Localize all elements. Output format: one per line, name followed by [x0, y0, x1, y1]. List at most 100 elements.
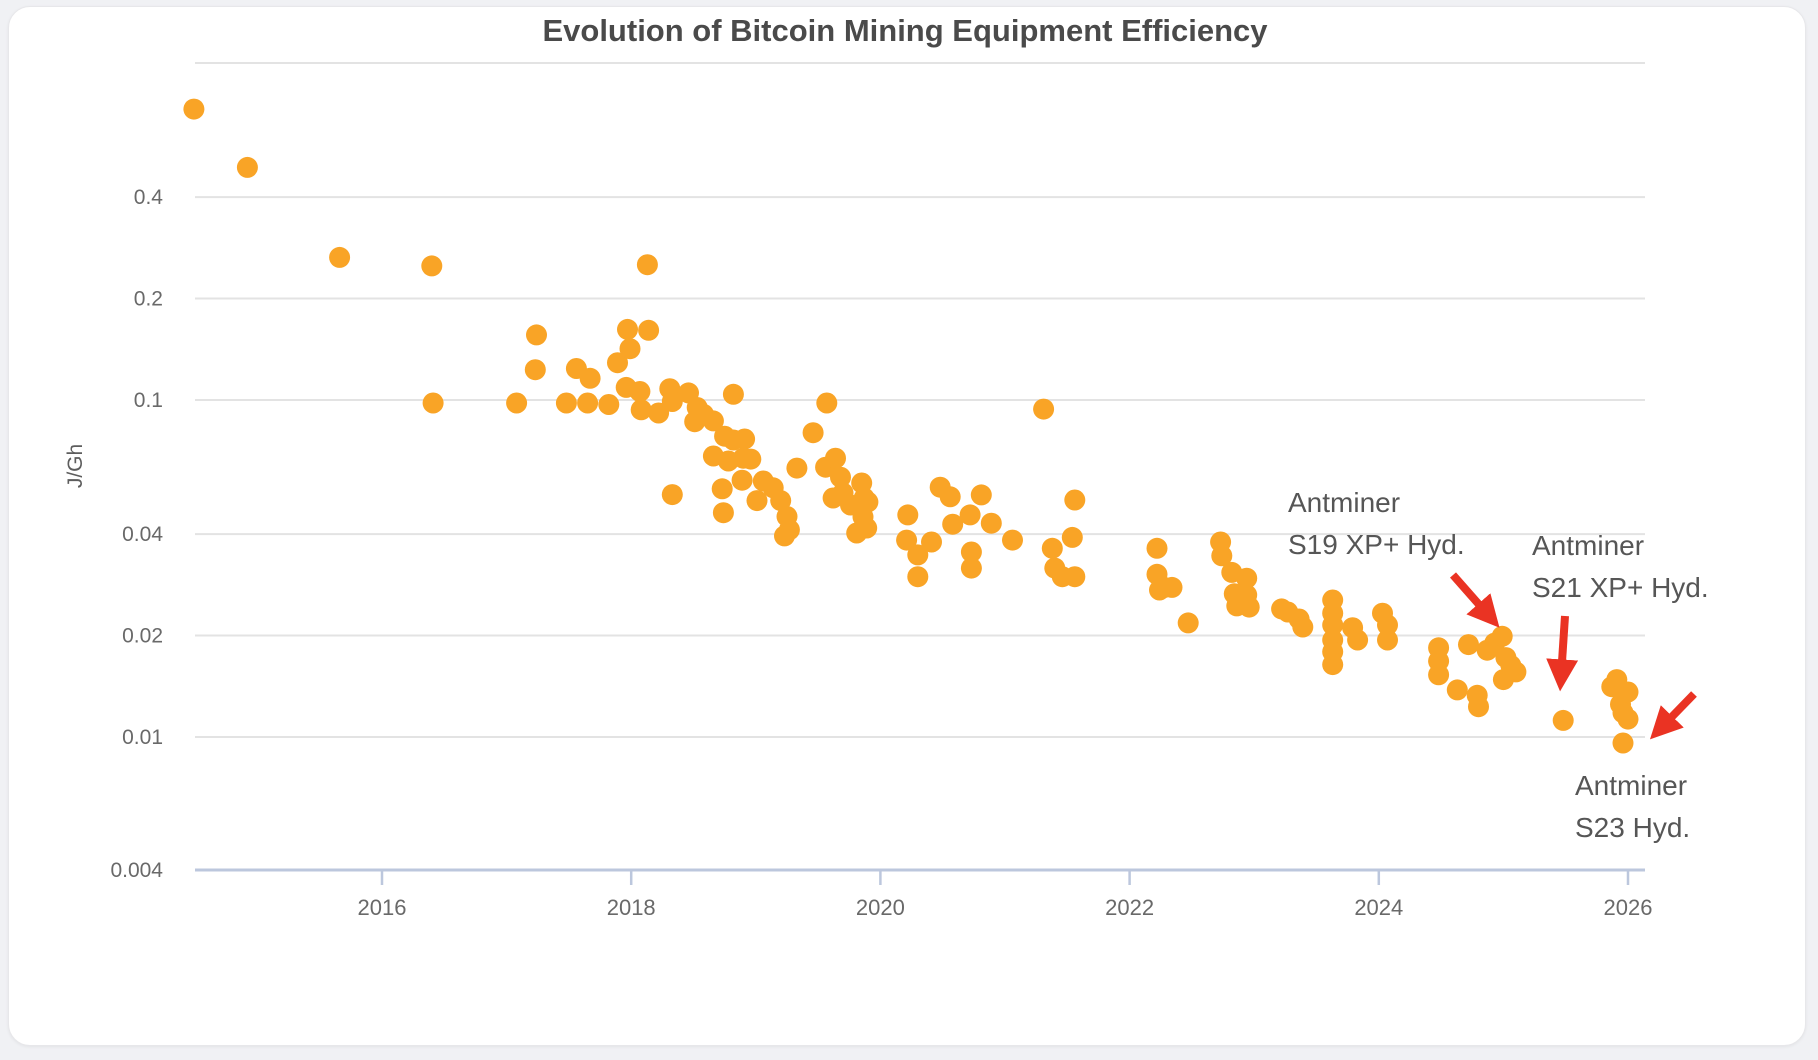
data-point — [329, 246, 351, 268]
data-point — [630, 399, 652, 421]
annotations-layer: Antminer S19 XP+ Hyd. Antminer S21 XP+ Hyd.… — [1288, 487, 1709, 843]
data-point — [629, 381, 651, 402]
data-point — [1236, 567, 1258, 589]
data-point — [422, 392, 444, 414]
data-point — [722, 383, 744, 405]
annotation-label: S21 XP+ Hyd. — [1532, 572, 1709, 603]
data-point — [1146, 537, 1168, 559]
data-point — [921, 531, 942, 553]
data-point — [1617, 681, 1639, 703]
data-point — [907, 566, 929, 588]
data-point — [638, 319, 660, 341]
data-point — [1347, 629, 1369, 651]
x-tick-label: 2026 — [1604, 895, 1653, 920]
data-point — [555, 392, 577, 414]
data-point — [939, 486, 961, 508]
data-point — [617, 318, 638, 340]
x-tick-label: 2018 — [607, 895, 656, 920]
data-point — [825, 447, 846, 469]
x-tick-label: 2024 — [1354, 895, 1403, 920]
data-point — [1322, 654, 1344, 676]
data-point — [1377, 614, 1398, 636]
data-point — [1292, 616, 1314, 638]
data-point — [959, 504, 981, 526]
data-point — [896, 529, 918, 551]
data-point — [1238, 596, 1260, 618]
y-tick-label: 0.2 — [134, 288, 163, 311]
data-point — [661, 391, 683, 412]
annotation-arrow — [1546, 615, 1579, 692]
y-tick-label: 0.1 — [134, 389, 163, 412]
data-point — [942, 513, 964, 535]
data-point — [1041, 537, 1063, 559]
data-point — [1161, 576, 1183, 598]
data-point — [1002, 529, 1023, 551]
data-point — [1552, 709, 1574, 731]
points-layer — [183, 98, 1639, 754]
data-point — [731, 469, 753, 491]
data-point — [577, 392, 599, 414]
data-point — [1033, 398, 1055, 420]
gridlines-layer — [195, 62, 1645, 738]
x-tick-label: 2020 — [856, 895, 905, 920]
x-tick-label: 2016 — [358, 895, 407, 920]
data-point — [1177, 612, 1199, 634]
y-tick-label: 0.02 — [122, 625, 163, 648]
data-point — [1064, 489, 1086, 511]
data-point — [183, 98, 205, 120]
data-point — [702, 410, 724, 432]
data-point — [1428, 664, 1450, 686]
data-point — [712, 502, 734, 524]
data-point — [802, 422, 824, 444]
data-point — [1322, 614, 1344, 636]
data-point — [236, 156, 258, 178]
y-axis-label: J/Gh — [64, 444, 87, 488]
y-tick-label: 0.004 — [110, 859, 163, 882]
data-point — [1211, 545, 1233, 567]
data-point — [598, 394, 620, 415]
data-point — [856, 517, 878, 539]
data-point — [661, 484, 683, 506]
data-point — [778, 519, 800, 541]
data-point — [1064, 566, 1086, 588]
data-point — [960, 541, 982, 563]
data-point — [970, 484, 992, 506]
chart-title: Evolution of Bitcoin Mining Equipment Ef… — [542, 13, 1268, 48]
annotation-label: S23 Hyd. — [1575, 812, 1690, 843]
data-point — [897, 504, 919, 526]
x-tick-label: 2022 — [1105, 895, 1154, 920]
data-point — [786, 457, 808, 479]
data-point — [526, 324, 547, 346]
data-point — [857, 491, 879, 513]
data-point — [740, 448, 762, 470]
y-tick-label: 0.04 — [122, 523, 163, 546]
annotation-arrow — [1649, 691, 1697, 740]
axis-layer: 2016 2018 2020 2022 2024 2026 0.4 0.2 0.1 0.04 0.0… — [110, 186, 1652, 920]
data-point — [607, 352, 628, 374]
data-point — [1458, 634, 1479, 656]
data-point — [1377, 629, 1398, 651]
data-point — [1612, 732, 1634, 754]
y-tick-label: 0.01 — [122, 726, 163, 749]
data-point — [579, 367, 601, 389]
data-point — [734, 428, 756, 450]
data-point — [636, 254, 658, 276]
data-point — [960, 557, 982, 579]
data-point — [746, 490, 768, 512]
data-point — [907, 544, 929, 566]
data-point — [1491, 625, 1513, 647]
data-point — [711, 478, 733, 500]
data-point — [1061, 526, 1083, 548]
annotation-label: S19 XP+ Hyd. — [1288, 529, 1465, 560]
y-tick-label: 0.4 — [134, 186, 164, 209]
data-point — [421, 255, 443, 277]
chart-card — [8, 6, 1806, 1046]
data-point — [1505, 661, 1527, 683]
data-point — [506, 392, 528, 414]
data-point — [830, 466, 851, 488]
data-point — [648, 402, 670, 424]
data-point — [1468, 696, 1489, 718]
data-point — [770, 490, 792, 512]
data-point — [1446, 679, 1468, 701]
